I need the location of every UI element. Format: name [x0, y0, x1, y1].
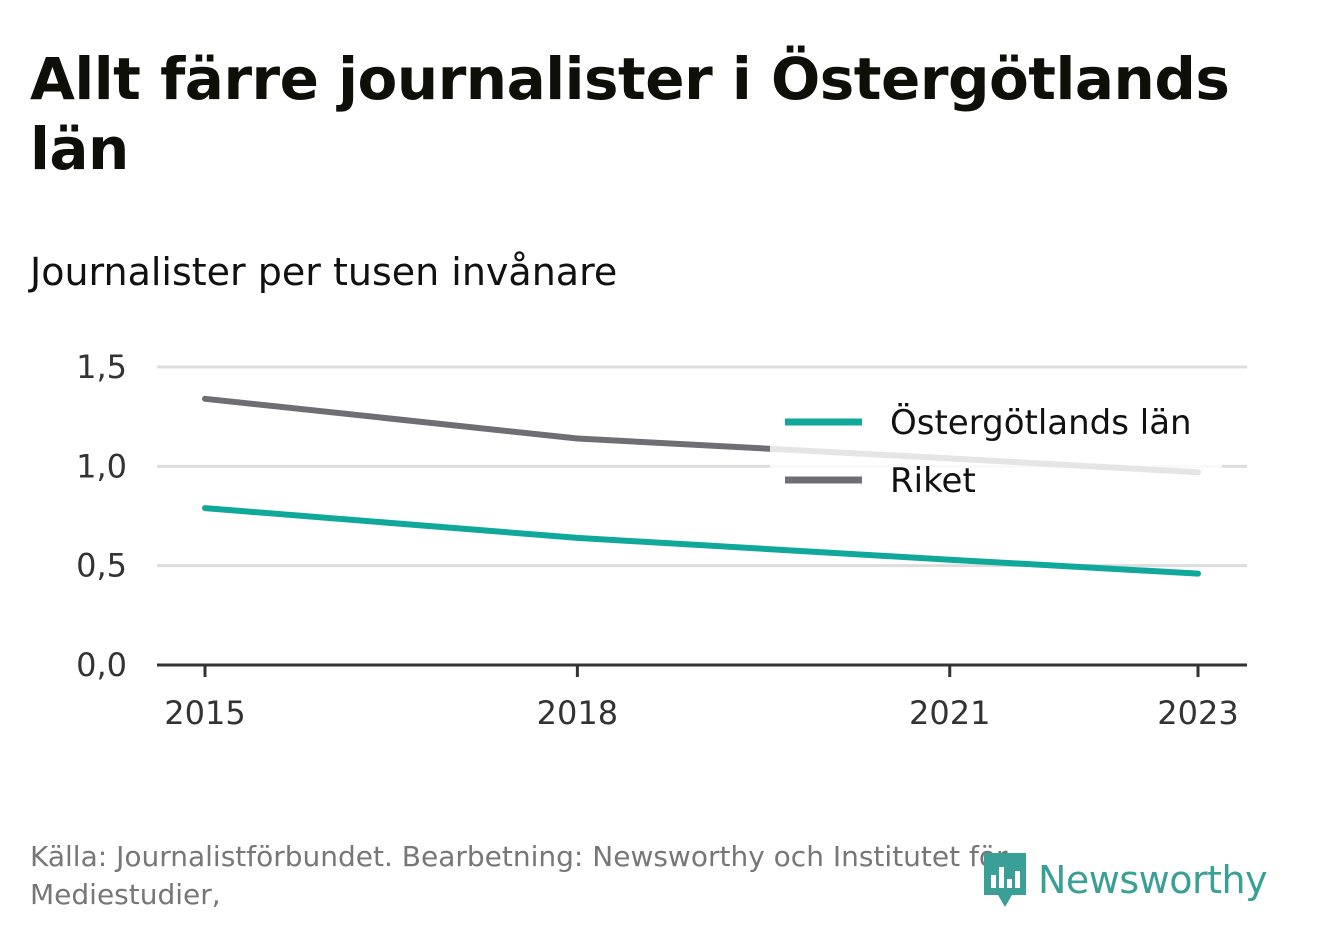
- line-chart: 0,0 0,5 1,0 1,5 2015 2018 2021 2023 Östergötlan…: [76, 348, 1247, 732]
- axes: 0,0 0,5 1,0 1,5 2015 2018 2021 2023: [76, 348, 1247, 732]
- series-line-ostergotland: [202, 505, 1201, 577]
- y-tick-label: 0,5: [76, 547, 127, 585]
- legend: Östergötlands län Riket: [770, 392, 1222, 510]
- chart-subtitle: Journalister per tusen invånare: [30, 250, 618, 294]
- x-tick-label: 2023: [1157, 694, 1238, 732]
- newsworthy-logo: Newsworthy: [980, 848, 1268, 912]
- x-tick-label: 2021: [909, 694, 990, 732]
- legend-background: [770, 392, 1222, 510]
- x-tick-label: 2018: [537, 694, 618, 732]
- y-tick-label: 1,0: [76, 447, 127, 485]
- source-note: Källa: Journalistförbundet. Bearbetning:…: [30, 840, 1008, 911]
- logo-text: Newsworthy: [1038, 858, 1268, 902]
- y-tick-label: 1,5: [76, 348, 127, 386]
- y-tick-label: 0,0: [76, 646, 127, 684]
- newsworthy-bar-chart-icon: [984, 853, 1026, 907]
- legend-label: Östergötlands län: [890, 402, 1192, 443]
- legend-label: Riket: [890, 461, 976, 501]
- x-tick-label: 2015: [164, 694, 245, 732]
- chart-title: Allt färre journalister i Östergötlands …: [30, 45, 1230, 183]
